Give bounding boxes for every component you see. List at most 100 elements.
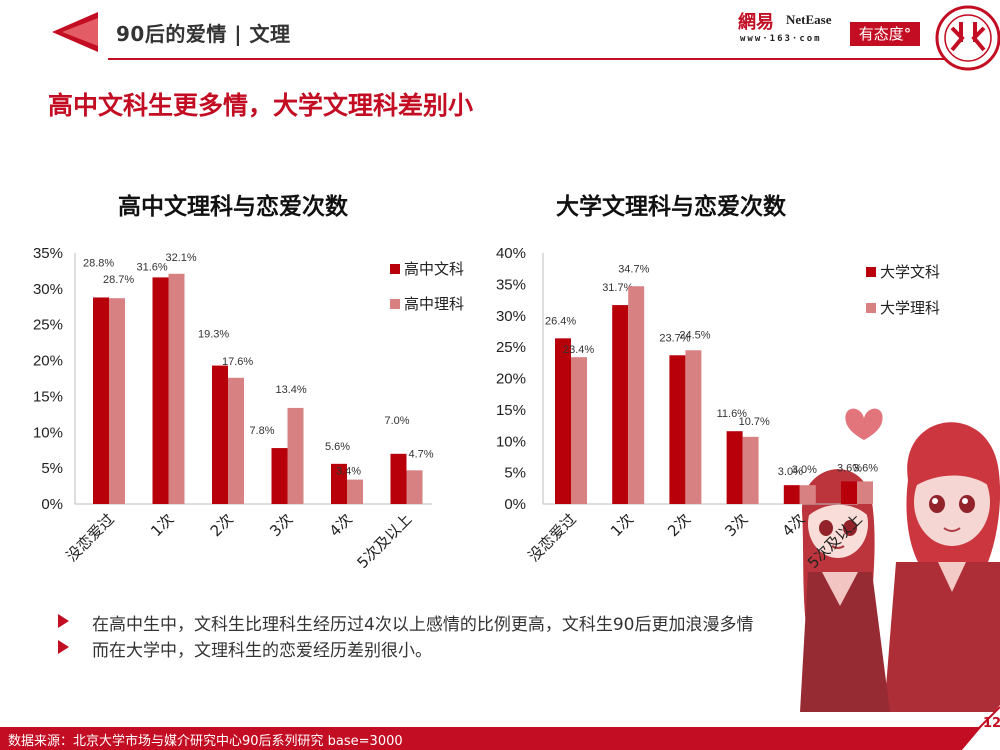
data-label: 24.5% — [679, 329, 710, 341]
y-tick-label: 10% — [33, 424, 63, 441]
chart-title-university: 大学文理科与恋爱次数 — [556, 194, 786, 220]
netease-logo-cn: 網易 — [738, 12, 774, 33]
data-label: 7.8% — [250, 425, 275, 437]
legend-label: 大学文科 — [880, 263, 940, 281]
x-tick-label: 5次及以上 — [353, 510, 415, 572]
legend-swatch — [866, 303, 876, 313]
y-tick-label: 35% — [496, 276, 526, 293]
bar — [555, 338, 571, 504]
y-tick-label: 25% — [33, 317, 63, 334]
y-tick-label: 20% — [33, 353, 63, 370]
x-tick-label: 3次 — [721, 510, 751, 540]
y-tick-label: 30% — [496, 308, 526, 325]
page-corner-icon — [962, 705, 1000, 750]
y-tick-label: 5% — [41, 460, 63, 477]
netease-logo-en: NetEase — [786, 12, 832, 27]
y-tick-label: 25% — [496, 339, 526, 356]
data-label: 26.4% — [545, 315, 576, 327]
bullet-arrow-icon — [58, 640, 69, 654]
x-tick-label: 1次 — [147, 510, 177, 540]
bar — [228, 377, 244, 504]
data-label: 3.6% — [853, 462, 878, 474]
bar — [685, 350, 702, 504]
bullet-text: 而在大学中，文理科生的恋爱经历差别很小。 — [92, 641, 432, 661]
y-tick-label: 15% — [33, 388, 63, 405]
page-number: 12 — [983, 716, 1000, 731]
data-label: 7.0% — [385, 415, 410, 427]
bullet-text: 在高中生中，文科生比理科生经历过4次以上感情的比例更高，文科生90后更加浪漫多情 — [92, 615, 754, 635]
x-tick-label: 2次 — [664, 510, 694, 540]
y-tick-label: 30% — [33, 281, 63, 298]
x-tick-label: 没恋爱过 — [525, 510, 580, 565]
youtaidu-logo: 有态度° — [850, 22, 920, 46]
legend-label: 高中文科 — [404, 260, 464, 278]
legend-swatch — [390, 264, 400, 274]
y-tick-label: 5% — [504, 465, 526, 482]
bar — [612, 305, 629, 504]
bar — [406, 470, 423, 504]
legend-label: 高中理科 — [404, 295, 464, 313]
bar — [669, 355, 686, 504]
x-tick-label: 1次 — [607, 510, 637, 540]
data-label: 34.7% — [618, 263, 649, 275]
couple-illustration — [800, 408, 1000, 712]
netease-logo-url: www·163·com — [740, 34, 822, 44]
legend-swatch — [390, 299, 400, 309]
data-label: 32.1% — [166, 252, 197, 264]
data-label: 28.8% — [83, 257, 114, 269]
slide-subtitle: 高中文科生更多情，大学文理科差别小 — [48, 91, 474, 120]
y-tick-label: 0% — [504, 496, 526, 513]
header-triangle-icon — [52, 12, 98, 52]
y-tick-label: 35% — [33, 245, 63, 262]
y-tick-label: 15% — [496, 402, 526, 419]
y-tick-label: 10% — [496, 433, 526, 450]
bar — [212, 365, 228, 504]
legend-swatch — [866, 267, 876, 277]
data-label: 13.4% — [276, 384, 307, 396]
university-seal-icon — [935, 5, 1000, 71]
data-label: 23.7% — [659, 332, 690, 344]
bar — [152, 277, 169, 504]
data-label: 3.0% — [792, 464, 817, 476]
bar — [783, 485, 800, 504]
x-tick-label: 4次 — [779, 510, 809, 540]
y-tick-label: 40% — [496, 245, 526, 262]
x-tick-label: 4次 — [326, 510, 356, 540]
netease-logo: 網易 NetEase www·163·com — [738, 8, 848, 48]
bar — [857, 481, 873, 504]
x-tick-label: 3次 — [266, 510, 296, 540]
bar — [841, 481, 857, 504]
header-title: 90后的爱情 | 文理 — [116, 22, 291, 46]
y-tick-label: 0% — [41, 496, 63, 513]
legend-label: 大学理科 — [880, 299, 940, 317]
x-tick-label: 2次 — [207, 510, 237, 540]
x-tick-label: 5次及以上 — [804, 510, 866, 572]
bar — [390, 453, 407, 504]
bar — [742, 436, 759, 504]
bar — [347, 479, 363, 504]
data-label: 17.6% — [222, 356, 253, 368]
data-label: 3.6% — [837, 462, 862, 474]
x-tick-label: 没恋爱过 — [63, 510, 118, 565]
bar — [109, 298, 125, 504]
bar — [287, 407, 304, 504]
bar — [168, 273, 185, 504]
data-label: 5.6% — [325, 441, 350, 453]
bar — [93, 297, 109, 504]
data-label: 3.4% — [336, 466, 361, 478]
bar — [271, 448, 288, 504]
bar — [331, 463, 347, 504]
header-divider — [108, 58, 978, 60]
data-label: 10.7% — [739, 416, 770, 428]
bar — [726, 431, 743, 504]
data-label: 11.6% — [717, 408, 748, 420]
data-label: 19.3% — [198, 329, 229, 341]
data-label: 4.7% — [409, 448, 434, 460]
bar — [628, 286, 645, 504]
header: 90后的爱情 | 文理 網易 NetEase www·163·com 有态度° — [0, 0, 1000, 71]
footer-bar: 数据来源：北京大学市场与媒介研究中心90后系列研究 base=3000 — [0, 727, 1000, 750]
bullet-arrow-icon — [58, 614, 69, 628]
y-tick-label: 20% — [496, 371, 526, 388]
chart-title-highschool: 高中文理科与恋爱次数 — [118, 194, 348, 220]
